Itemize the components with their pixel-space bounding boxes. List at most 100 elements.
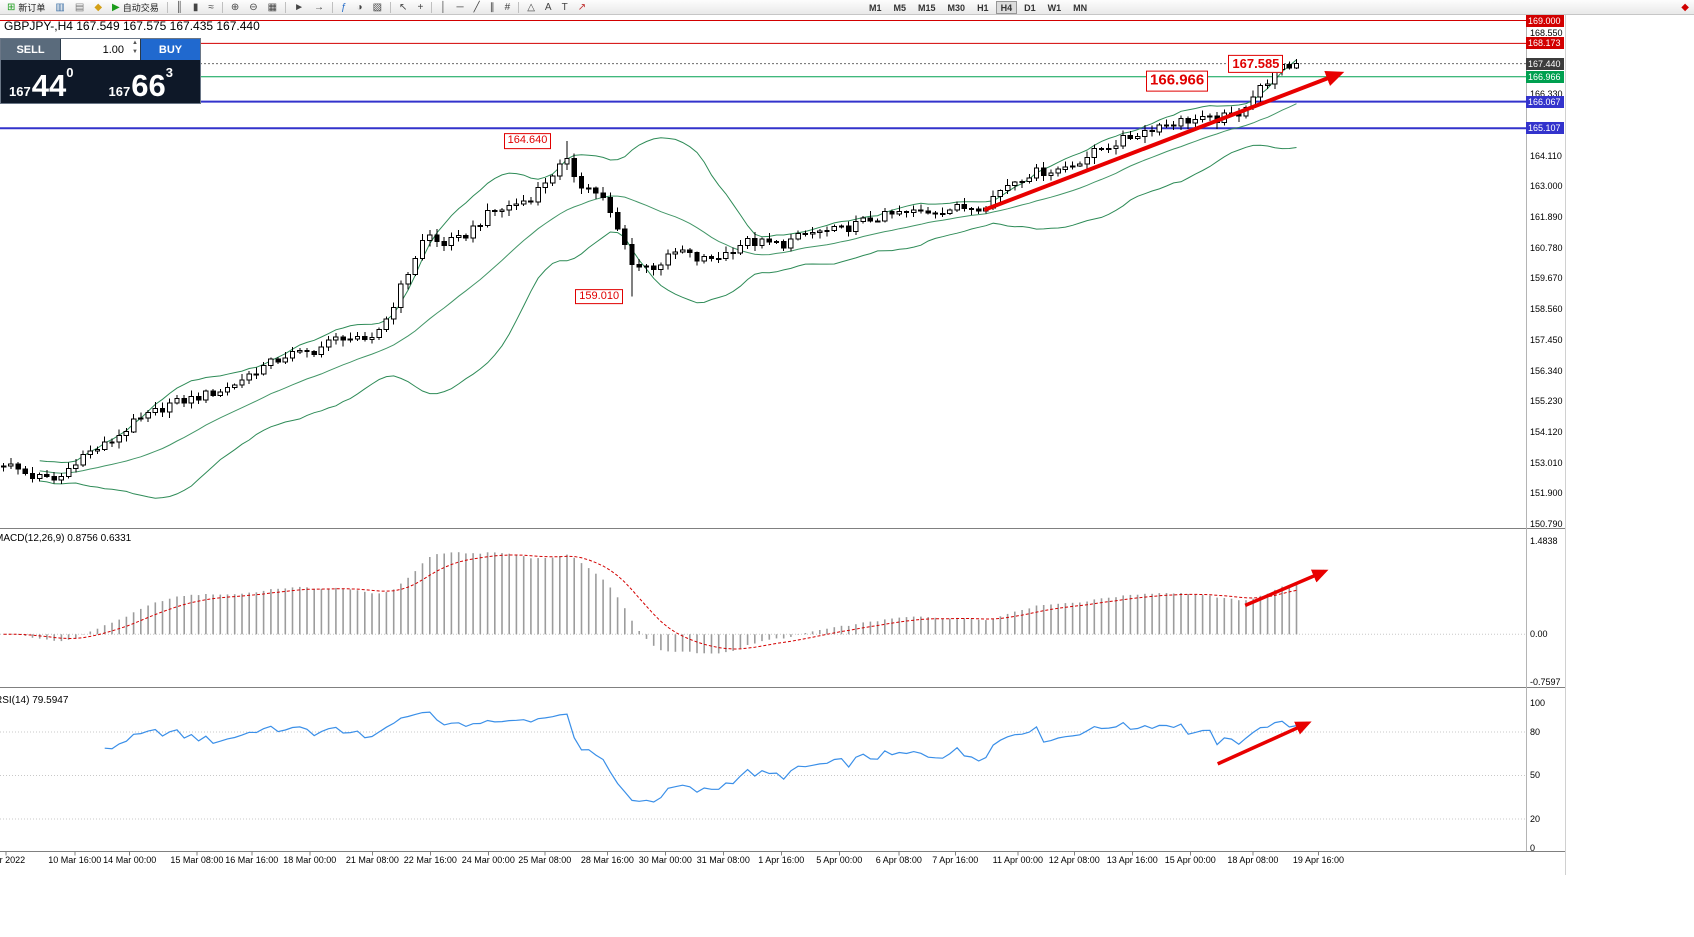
indicators-icon: ƒ [340,1,347,13]
cursor-icon: ↖ [399,1,408,13]
macd-axis-label: 0.00 [1530,629,1548,640]
price-axis-label: 164.110 [1530,150,1562,161]
toolbar-separator [390,1,392,13]
timeframe-h4-button[interactable]: H4 [995,1,1018,14]
chart-shift-button[interactable]: → [310,1,328,14]
bid-prefix: 167 [9,84,31,99]
tile-windows-icon: ▦ [267,1,278,13]
timeframe-h1-button[interactable]: H1 [972,1,994,14]
zoom-out-button[interactable]: ⊖ [245,1,261,14]
time-axis-label: 25 Mar 08:00 [518,855,572,865]
equidistant-channel-icon: ∥ [489,1,495,13]
candlestick-chart-button[interactable]: ▮ [189,1,203,14]
time-axis-label: 15 Apr 00:00 [1164,855,1216,865]
time-axis-label: 1 Apr 16:00 [758,855,805,865]
new-order-button[interactable]: ⊞ 新订单 [3,1,49,14]
price-axis-label: 166.330 [1530,89,1563,100]
profiles-button[interactable]: ▤ [71,1,88,14]
bollinger-layer [39,59,1297,499]
time-axis-label: 28 Mar 16:00 [580,855,634,865]
text-button[interactable]: A [541,1,556,14]
ask-price: 167 66 3 [101,60,201,103]
trendline-icon: ╱ [473,1,480,13]
indicators-button[interactable]: ƒ [337,1,351,14]
time-axis-label: 30 Mar 00:00 [638,855,692,865]
auto-scroll-button[interactable]: ► [290,1,308,14]
timeframe-d1-button[interactable]: D1 [1019,1,1041,14]
auto-trading-button[interactable]: ▶ 自动交易 [108,1,163,14]
line-chart-button[interactable]: ≈ [204,1,218,14]
price-axis-label: 159.670 [1530,273,1563,284]
toolbar-separator [285,1,287,13]
rsi-label: RSI(14) 79.5947 [0,695,69,706]
templates-button[interactable]: ▧ [369,1,386,14]
timeframe-m1-button[interactable]: M1 [864,1,887,14]
spinner-down-icon[interactable]: ▼ [132,49,138,55]
arrows-icon: ↗ [577,1,587,13]
macd-label: MACD(12,26,9) 0.8756 0.6331 [0,533,132,544]
price-axis-label: 153.010 [1530,457,1563,468]
ask-pipette: 3 [165,65,173,80]
profiles-icon: ▤ [74,1,85,13]
zoom-in-button[interactable]: ⊕ [227,1,243,14]
trendline-button[interactable]: ╱ [470,1,484,14]
rsi-axis-label: 80 [1530,726,1541,737]
timeframe-mn-button[interactable]: MN [1068,1,1092,14]
chart-plot[interactable] [0,15,1566,937]
volume-spinner[interactable]: ▲ ▼ [132,40,138,58]
time-axis-label: 22 Mar 16:00 [403,855,457,865]
bar-chart-icon: ║ [175,1,183,13]
time-axis-label: 18 Apr 08:00 [1227,855,1279,865]
chart-ohlc-title: GBPJPY-,H4 167.549 167.575 167.435 167.4… [4,19,260,33]
crosshair-button[interactable]: + [413,1,427,14]
bar-chart-button[interactable]: ║ [172,1,187,14]
chart-window-button[interactable]: ▥ [51,1,68,14]
bid-price: 167 44 0 [1,60,101,103]
timeframe-m30-button[interactable]: M30 [943,1,971,14]
price-callout-label: 164.640 [503,133,552,149]
horizontal-line-button[interactable]: ─ [453,1,468,14]
timeframe-w1-button[interactable]: W1 [1043,1,1067,14]
rsi-axis-label: 100 [1530,697,1546,708]
text-label-button[interactable]: T [558,1,572,14]
time-axis-label: 21 Mar 08:00 [345,855,399,865]
time-axis-label: 11 Apr 00:00 [992,855,1044,865]
shapes-button[interactable]: △ [523,1,539,14]
price-axis-label: 161.890 [1530,212,1563,223]
time-axis-label: 12 Apr 08:00 [1048,855,1100,865]
vertical-line-button[interactable]: │ [436,1,450,14]
spinner-up-icon[interactable]: ▲ [132,40,138,46]
price-axis-badge: 166.067 [1526,95,1564,108]
timeframe-group: M1 M5 M15 M30 H1 H4 D1 W1 MN [863,1,1093,14]
bid-big-digits: 44 [31,67,67,103]
price-axis-badge: 169.000 [1526,14,1564,27]
equidistant-channel-button[interactable]: ∥ [486,1,499,14]
toolbar-separator [166,1,168,13]
fibonacci-button[interactable]: # [501,1,515,14]
price-axis-badge: 167.440 [1526,57,1564,70]
tile-windows-button[interactable]: ▦ [264,1,281,14]
timeframe-m5-button[interactable]: M5 [889,1,912,14]
toolbar: ⊞ 新订单 ▥ ▤ ◆ ▶ 自动交易 ║ ▮ ≈ ⊕ ⊖ ▦ ► → ƒ ◑ ▧ ↖ + │ ─ ╱ ∥ # △ A T ↗ M1 M5 M… [0,0,1694,15]
toolbar-buttons: ⊞ 新订单 ▥ ▤ ◆ ▶ 自动交易 ║ ▮ ≈ ⊕ ⊖ ▦ ► → ƒ ◑ ▧ ↖ + │ ─ ╱ ∥ # △ A T ↗ [2,1,591,14]
arrows-button[interactable]: ↗ [574,1,590,14]
macd-axis-label: -0.7597 [1530,677,1561,688]
time-axis-label: 14 Mar 00:00 [103,855,157,865]
price-axis-label: 168.550 [1530,27,1563,38]
buy-button[interactable]: BUY [140,39,200,60]
time-axis-label: 5 Apr 00:00 [816,855,863,865]
borders-layer [0,15,1566,875]
cursor-button[interactable]: ↖ [395,1,411,14]
timeframe-m15-button[interactable]: M15 [913,1,941,14]
volume-input[interactable]: 1.00 ▲ ▼ [61,39,140,60]
auto-scroll-icon: ► [294,1,304,13]
sell-button[interactable]: SELL [1,39,61,60]
bid-pipette: 0 [66,65,74,80]
favorites-button[interactable]: ◆ [90,1,106,14]
fibonacci-icon: # [504,1,511,13]
trade-controls-row: SELL 1.00 ▲ ▼ BUY [1,39,200,60]
hline-layer [0,20,1526,130]
status-icon[interactable]: ◆ [1681,2,1689,13]
periods-button[interactable]: ◑ [353,1,367,14]
